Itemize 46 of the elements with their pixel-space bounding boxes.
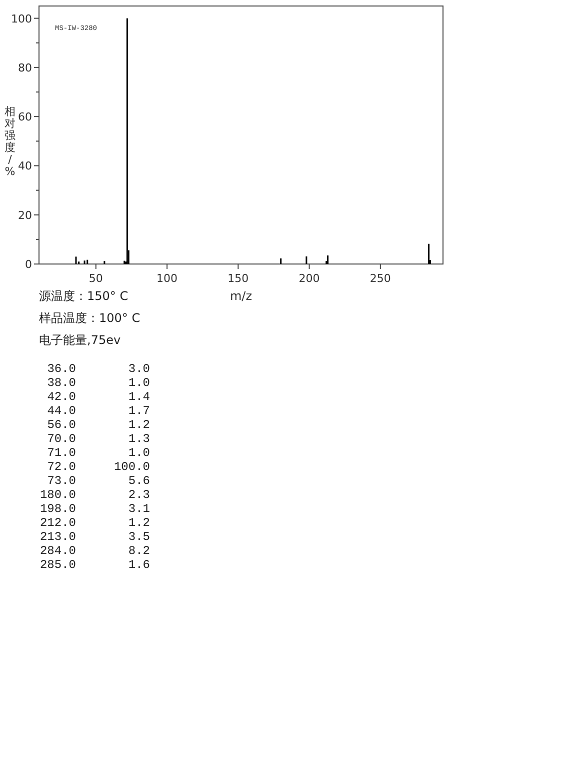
text: 284.0: [40, 544, 76, 558]
text: 285.0: [40, 558, 76, 572]
text: 电子能量,75ev: [39, 333, 121, 347]
text: 源温度：150° C: [39, 289, 128, 303]
text: 1.7: [128, 404, 150, 418]
text: 1.2: [128, 418, 150, 432]
y-tick-label: 20: [18, 208, 32, 222]
y-tick-label: 40: [18, 160, 32, 173]
y-tick-label: 60: [18, 110, 32, 124]
text: 198.0: [40, 502, 76, 516]
text: 180.0: [40, 488, 76, 502]
x-tick-label: 100: [156, 272, 178, 285]
text: 8.2: [128, 544, 150, 558]
text: 5.6: [128, 474, 150, 488]
text: 73.0: [47, 474, 76, 488]
text: 3.0: [128, 362, 150, 376]
y-tick-label: 80: [18, 61, 32, 74]
text: 样品温度：100° C: [39, 311, 140, 325]
text: 213.0: [40, 530, 76, 544]
x-tick-label: 200: [298, 272, 320, 285]
text: 100.0: [114, 460, 150, 474]
text: 42.0: [47, 390, 76, 404]
y-tick-label: 100: [11, 12, 32, 26]
x-axis-title: m/z: [230, 289, 252, 303]
text: 2.3: [128, 488, 150, 502]
text: 1.0: [128, 376, 150, 390]
y-axis-title: 相对强度/%: [4, 105, 16, 178]
text: 3.1: [128, 502, 150, 516]
text: 72.0: [47, 460, 76, 474]
text: 1.6: [128, 558, 150, 572]
x-tick-label: 150: [228, 272, 249, 285]
text: 38.0: [47, 376, 76, 390]
y-tick-label: 0: [25, 258, 32, 271]
text: 36.0: [47, 362, 76, 376]
x-tick-label: 50: [88, 272, 103, 285]
text: 1.2: [128, 516, 150, 530]
text: 3.5: [128, 530, 150, 544]
text: 1.0: [128, 446, 150, 460]
text: 71.0: [47, 446, 76, 460]
text: 1.3: [128, 432, 150, 446]
text: 212.0: [40, 516, 76, 530]
text: 1.4: [128, 390, 150, 404]
text: 44.0: [47, 404, 76, 418]
text: 70.0: [47, 432, 76, 446]
x-tick-label: 250: [370, 272, 391, 285]
text: 56.0: [47, 418, 76, 432]
